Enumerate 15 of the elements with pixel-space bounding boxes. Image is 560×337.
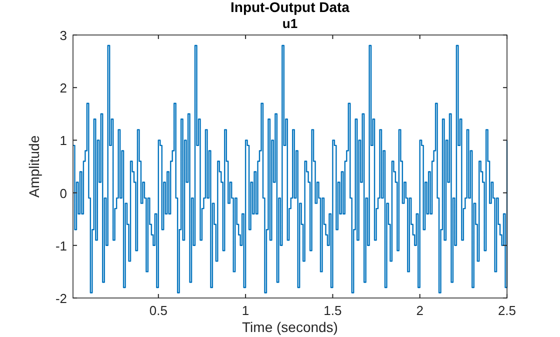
x-tick-label: 1.5 [324,303,342,318]
y-tick-label: 3 [60,28,67,43]
y-tick-label: 0 [60,186,67,201]
x-tick-label: 0.5 [149,303,168,318]
x-tick-label: 1 [242,303,250,318]
x-tick-label: 2.5 [498,303,516,318]
x-axis-title: Time (seconds) [242,319,338,335]
chart-title: Input-Output Data [230,0,350,15]
y-axis-title: Amplitude [26,135,42,198]
y-tick-label: -1 [55,238,67,254]
y-tick-label: 2 [60,80,67,96]
chart-subtitle: u1 [282,16,298,31]
y-tick-label: 1 [60,133,67,148]
y-tick-label: -2 [55,291,67,306]
x-tick-label: 2 [416,303,424,318]
